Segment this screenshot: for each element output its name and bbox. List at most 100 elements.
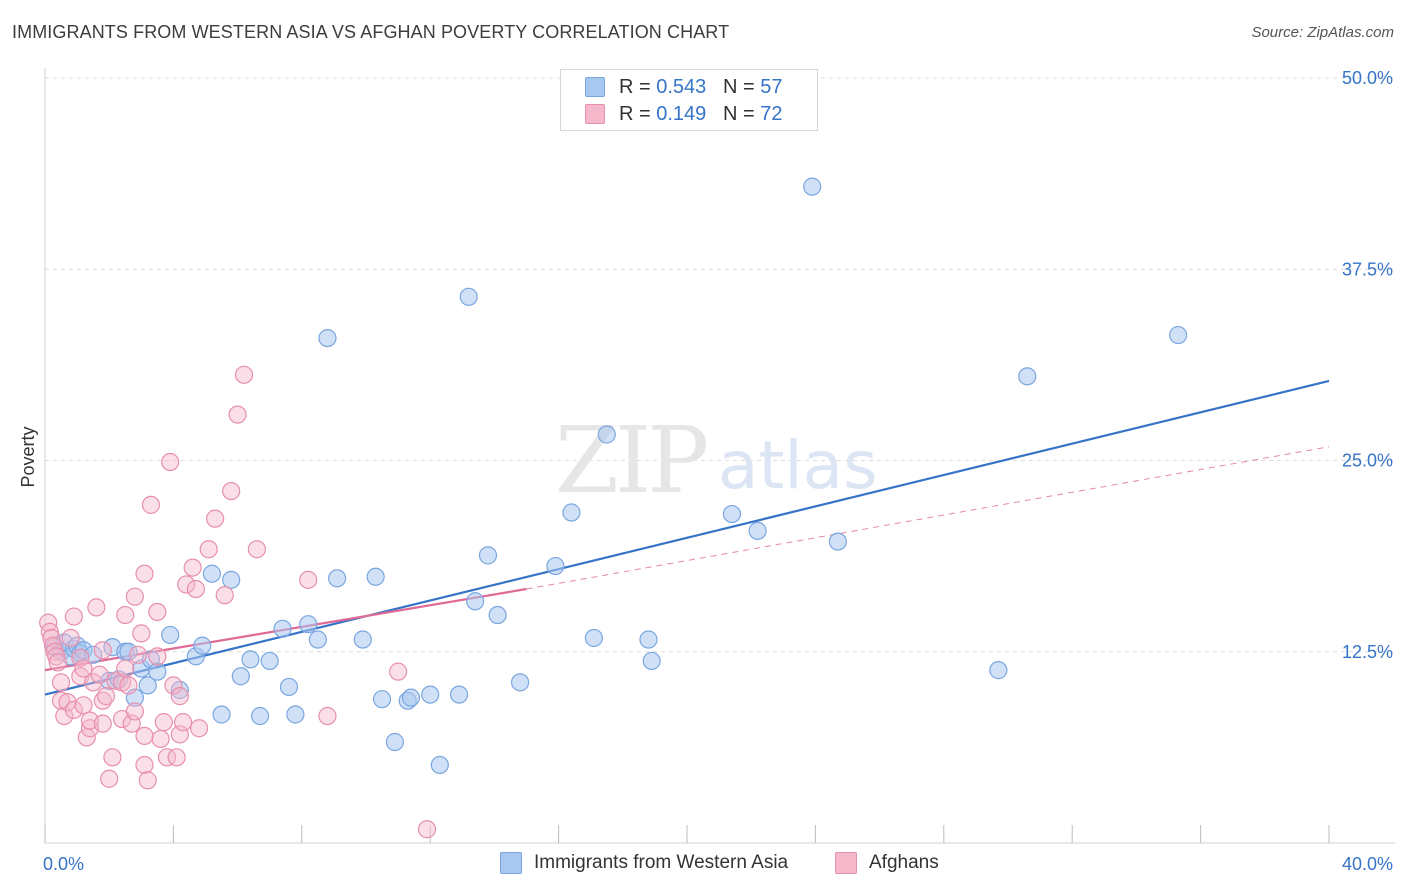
- point-western-asia: [318, 329, 337, 348]
- watermark-atlas: atlas: [718, 427, 878, 504]
- y-tick-label: 37.5%: [1342, 259, 1393, 279]
- point-afghans: [417, 820, 437, 839]
- point-western-asia: [430, 755, 449, 775]
- point-western-asia: [828, 532, 847, 551]
- legend-r-label-2: R =: [619, 102, 657, 125]
- point-afghans: [55, 706, 74, 726]
- point-afghans: [93, 641, 112, 660]
- point-western-asia: [401, 688, 421, 707]
- point-afghans: [51, 673, 71, 692]
- point-afghans: [96, 687, 116, 706]
- point-afghans: [199, 540, 218, 559]
- x-tick-label: 40.0%: [1342, 854, 1393, 874]
- point-western-asia: [161, 625, 180, 645]
- point-western-asia: [299, 615, 318, 634]
- point-afghans: [299, 570, 318, 589]
- point-afghans: [74, 696, 93, 715]
- point-afghans: [116, 659, 135, 678]
- legend-n-value-1: 57: [760, 75, 783, 98]
- legend-n-label-2: N =: [722, 102, 761, 125]
- legend-n-value-2: 72: [760, 102, 783, 125]
- point-western-asia: [546, 556, 565, 576]
- point-western-asia: [241, 650, 260, 669]
- point-western-asia: [385, 732, 404, 752]
- point-afghans: [125, 587, 144, 606]
- point-western-asia: [138, 676, 157, 695]
- watermark: ZIP atlas: [555, 407, 878, 514]
- point-afghans: [43, 636, 63, 655]
- point-afghans: [61, 628, 80, 648]
- point-afghans: [135, 726, 154, 746]
- bottom-legend-label-afghans: Afghans: [869, 852, 939, 873]
- point-western-asia: [478, 546, 498, 565]
- point-afghans: [90, 665, 109, 684]
- point-afghans: [87, 598, 106, 617]
- y-tick-label: 25.0%: [1342, 451, 1393, 471]
- point-western-asia: [459, 287, 478, 306]
- point-afghans: [64, 700, 83, 719]
- x-tick-label: 0.0%: [43, 854, 84, 874]
- point-afghans: [173, 713, 193, 732]
- point-western-asia: [231, 667, 250, 686]
- bottom-legend-item-afghans: Afghans: [835, 852, 939, 874]
- trendline-western-asia: [44, 379, 1330, 696]
- point-western-asia: [562, 503, 581, 522]
- point-afghans: [93, 714, 112, 733]
- point-afghans: [170, 687, 189, 706]
- point-western-asia: [449, 685, 469, 704]
- point-afghans: [247, 540, 266, 559]
- point-western-asia: [466, 592, 485, 611]
- point-afghans: [183, 558, 202, 577]
- point-western-asia: [286, 705, 305, 724]
- bottom-legend-swatch-pink: [835, 852, 857, 874]
- point-afghans: [154, 713, 173, 732]
- point-western-asia: [989, 661, 1008, 680]
- point-afghans: [135, 755, 154, 775]
- point-afghans: [100, 769, 119, 788]
- points-layer: [39, 177, 1188, 839]
- point-western-asia: [639, 630, 658, 649]
- source-label: Source: ZipAtlas.com: [1251, 24, 1394, 41]
- point-afghans: [47, 647, 66, 666]
- point-western-asia: [642, 651, 661, 671]
- legend-r-value-1: 0.543: [656, 75, 707, 98]
- axis-layer: [44, 68, 1395, 844]
- point-western-asia: [273, 619, 292, 638]
- point-western-asia: [722, 504, 742, 524]
- legend-swatch-pink: [585, 104, 605, 124]
- point-afghans: [161, 452, 180, 472]
- point-afghans: [64, 607, 83, 626]
- point-afghans: [389, 662, 408, 681]
- point-afghans: [215, 586, 234, 605]
- point-afghans: [48, 653, 67, 672]
- point-western-asia: [170, 680, 189, 700]
- point-western-asia: [510, 673, 530, 692]
- point-western-asia: [1169, 325, 1188, 345]
- trendline-afghans-extension: [526, 446, 1330, 590]
- point-afghans: [318, 706, 337, 726]
- watermark-zip: ZIP: [555, 407, 706, 514]
- point-afghans: [177, 575, 196, 594]
- point-afghans: [138, 771, 157, 790]
- bottom-legend-label-western-asia: Immigrants from Western Asia: [534, 852, 789, 873]
- chart-title: IMMIGRANTS FROM WESTERN ASIA VS AFGHAN P…: [12, 22, 730, 42]
- legend-r-label-1: R =: [619, 75, 657, 98]
- point-western-asia: [202, 564, 222, 583]
- legend-row-series2: R = 0.149 N = 72: [585, 101, 783, 127]
- point-afghans: [167, 748, 186, 767]
- point-western-asia: [212, 705, 231, 724]
- point-western-asia: [353, 630, 372, 649]
- point-western-asia: [748, 521, 767, 540]
- point-afghans: [234, 365, 254, 384]
- point-afghans: [103, 748, 122, 767]
- legend-swatch-blue: [585, 77, 605, 97]
- point-afghans: [141, 495, 161, 514]
- point-afghans: [164, 676, 183, 695]
- point-western-asia: [260, 651, 279, 671]
- legend-n-label-1: N =: [722, 75, 761, 98]
- point-western-asia: [148, 662, 167, 681]
- point-afghans: [206, 509, 225, 528]
- point-western-asia: [279, 677, 299, 697]
- point-afghans: [42, 628, 61, 648]
- point-afghans: [186, 579, 205, 599]
